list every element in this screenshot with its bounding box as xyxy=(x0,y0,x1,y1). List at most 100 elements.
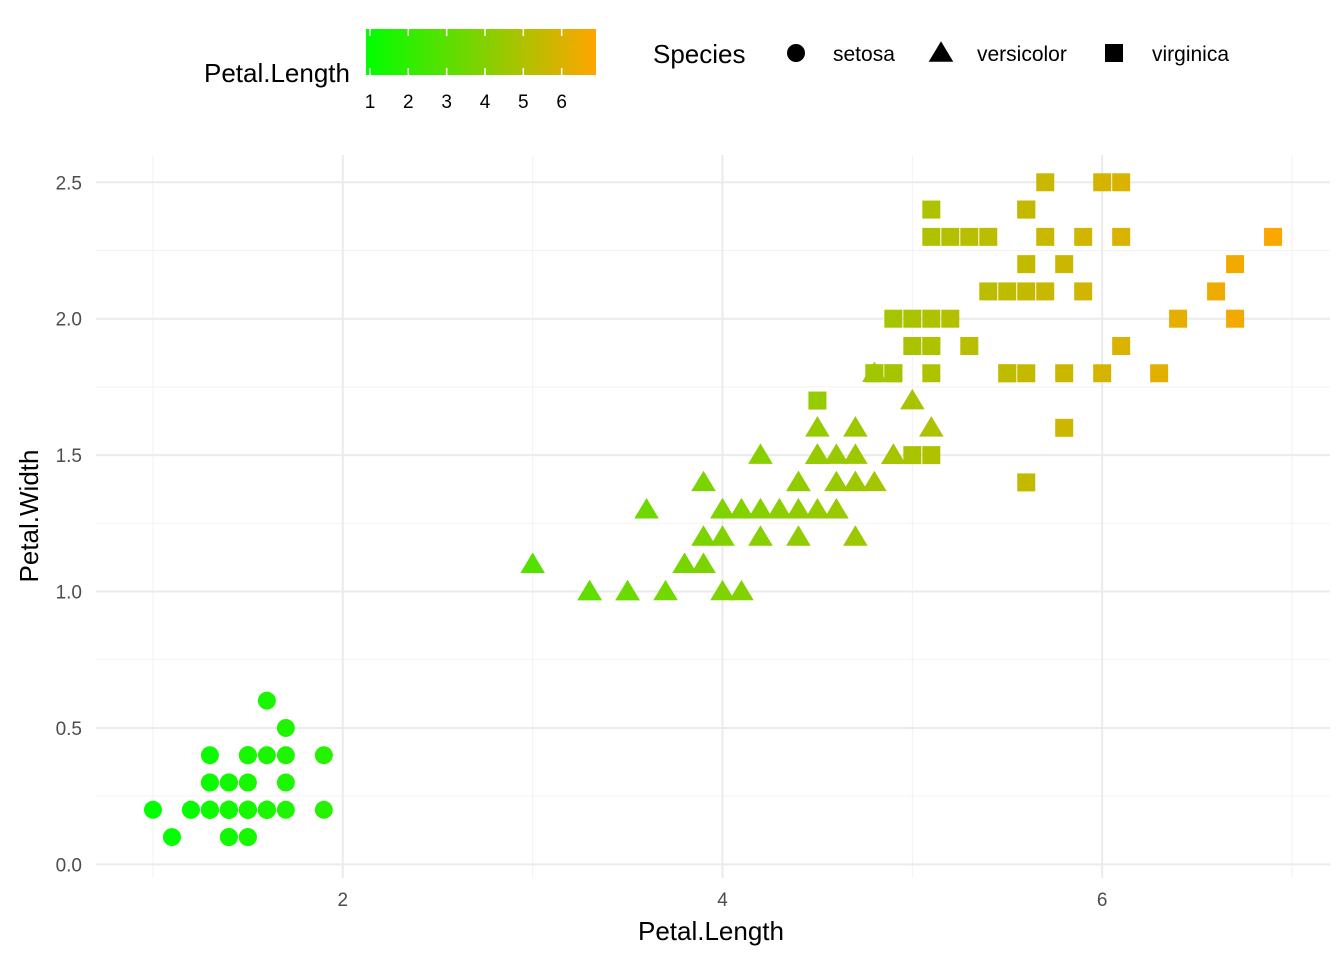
data-point-versicolor xyxy=(881,443,906,464)
data-point-virginica xyxy=(1226,309,1245,328)
data-point-virginica xyxy=(1150,364,1169,383)
colorbar-tick-label: 5 xyxy=(518,92,529,113)
data-point-versicolor xyxy=(691,470,716,492)
x-tick-label: 2 xyxy=(338,890,349,911)
data-point-versicolor xyxy=(824,470,849,492)
data-point-setosa xyxy=(162,828,181,847)
data-point-virginica xyxy=(1036,227,1055,246)
data-point-setosa xyxy=(314,800,333,819)
data-point-versicolor xyxy=(691,525,716,546)
y-axis-title: Petal.Width xyxy=(14,450,44,583)
data-point-versicolor xyxy=(824,497,849,519)
data-point-virginica xyxy=(903,309,922,328)
data-point-virginica xyxy=(922,446,941,465)
data-point-versicolor xyxy=(805,497,830,519)
data-point-virginica xyxy=(1017,200,1036,219)
color-legend: Petal.Length 1 2 3 4 5 6 xyxy=(204,29,596,113)
data-point-virginica xyxy=(1055,255,1074,274)
data-point-virginica xyxy=(922,309,941,328)
colorbar-tick-label: 6 xyxy=(556,92,567,113)
data-point-virginica xyxy=(903,336,922,355)
data-point-versicolor xyxy=(786,497,811,519)
data-point-versicolor xyxy=(710,579,735,601)
data-point-virginica xyxy=(1112,227,1131,246)
data-point-virginica xyxy=(1264,227,1283,246)
data-point-virginica xyxy=(808,391,827,410)
x-axis-title: Petal.Length xyxy=(638,916,784,946)
data-point-setosa xyxy=(238,773,257,792)
colorbar xyxy=(366,29,596,75)
data-point-setosa xyxy=(238,828,257,847)
shape-legend-title: Species xyxy=(653,39,746,69)
data-point-versicolor xyxy=(691,552,716,574)
data-point-virginica xyxy=(1017,364,1036,383)
y-tick-label: 0.5 xyxy=(56,719,82,740)
data-point-virginica xyxy=(1074,227,1093,246)
legend-label-versicolor: versicolor xyxy=(977,43,1067,66)
data-point-versicolor xyxy=(900,388,925,410)
data-point-versicolor xyxy=(824,443,849,464)
data-point-virginica xyxy=(1226,255,1245,274)
data-point-virginica xyxy=(960,336,979,355)
data-point-virginica xyxy=(922,336,941,355)
legend-key-versicolor xyxy=(928,41,954,62)
data-point-versicolor xyxy=(748,525,773,546)
data-point-setosa xyxy=(276,800,295,819)
data-point-setosa xyxy=(257,800,276,819)
data-point-virginica xyxy=(998,282,1017,301)
legend-label-virginica: virginica xyxy=(1152,43,1229,66)
color-legend-title: Petal.Length xyxy=(204,58,350,88)
data-point-virginica xyxy=(1074,282,1093,301)
data-point-virginica xyxy=(979,227,998,246)
data-point-versicolor xyxy=(634,497,659,519)
data-point-versicolor xyxy=(786,525,811,546)
data-point-versicolor xyxy=(672,552,697,574)
data-point-virginica xyxy=(922,200,941,219)
y-tick-label: 1.5 xyxy=(56,446,82,467)
colorbar-tick-label: 4 xyxy=(480,92,491,113)
shape-legend: Species setosa versicolor virginica xyxy=(653,39,1229,69)
data-point-setosa xyxy=(238,800,257,819)
data-point-virginica xyxy=(884,309,903,328)
data-point-virginica xyxy=(1055,364,1074,383)
data-point-virginica xyxy=(1093,173,1112,192)
data-point-virginica xyxy=(1112,336,1131,355)
data-point-virginica xyxy=(1017,473,1036,492)
data-point-versicolor xyxy=(805,416,830,437)
data-point-virginica xyxy=(1017,282,1036,301)
data-point-setosa xyxy=(238,746,257,765)
data-point-virginica xyxy=(941,309,960,328)
data-point-versicolor xyxy=(843,525,868,546)
data-point-virginica xyxy=(903,446,922,465)
data-point-virginica xyxy=(1036,173,1055,192)
data-point-versicolor xyxy=(710,497,735,519)
legend-key-setosa xyxy=(787,44,805,62)
data-point-setosa xyxy=(257,746,276,765)
data-point-virginica xyxy=(1093,364,1112,383)
data-point-virginica xyxy=(979,282,998,301)
data-point-versicolor xyxy=(615,579,640,601)
data-point-versicolor xyxy=(767,497,792,519)
data-point-setosa xyxy=(200,746,219,765)
data-point-setosa xyxy=(181,800,200,819)
data-point-virginica xyxy=(865,364,884,383)
data-point-versicolor xyxy=(748,497,773,519)
data-point-versicolor xyxy=(862,470,887,492)
colorbar-ticks: 1 2 3 4 5 6 xyxy=(365,29,567,113)
data-point-virginica xyxy=(998,364,1017,383)
data-point-versicolor xyxy=(843,470,868,492)
data-point-versicolor xyxy=(710,525,735,546)
data-point-setosa xyxy=(219,773,238,792)
y-tick-label: 1.0 xyxy=(56,583,82,604)
data-point-versicolor xyxy=(729,497,754,519)
data-point-setosa xyxy=(314,746,333,765)
legend-key-virginica xyxy=(1105,44,1123,62)
x-axis-ticks: 2 4 6 xyxy=(338,890,1108,911)
data-point-setosa xyxy=(200,773,219,792)
data-point-virginica xyxy=(941,227,960,246)
data-point-versicolor xyxy=(919,416,944,437)
data-point-virginica xyxy=(922,364,941,383)
x-tick-label: 4 xyxy=(717,890,728,911)
shape-legend-items: setosa versicolor virginica xyxy=(787,41,1229,66)
